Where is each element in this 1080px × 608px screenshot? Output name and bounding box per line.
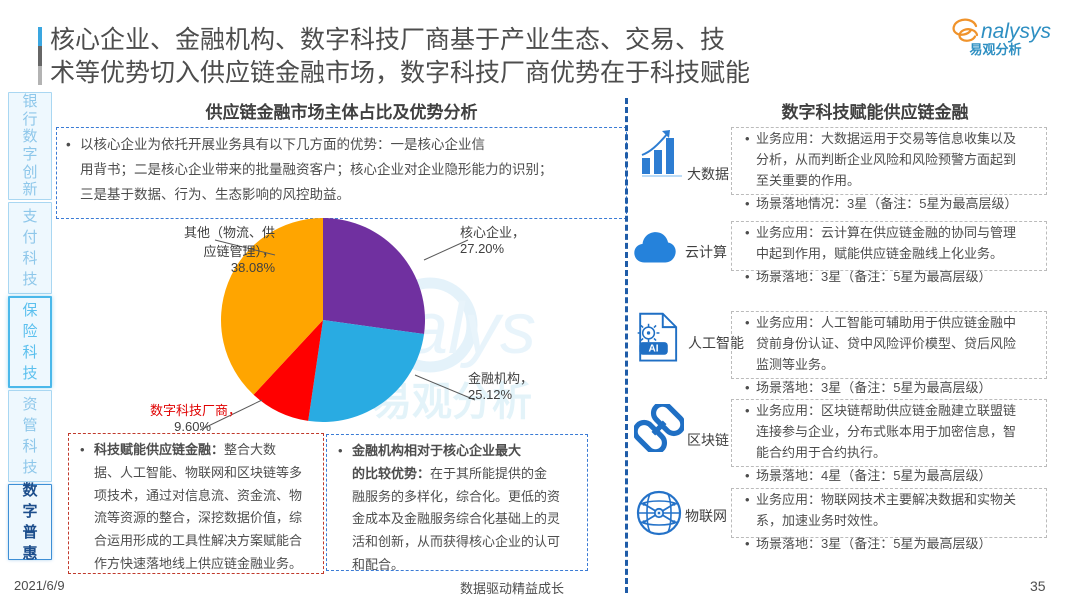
svg-text:AI: AI [649, 343, 659, 354]
